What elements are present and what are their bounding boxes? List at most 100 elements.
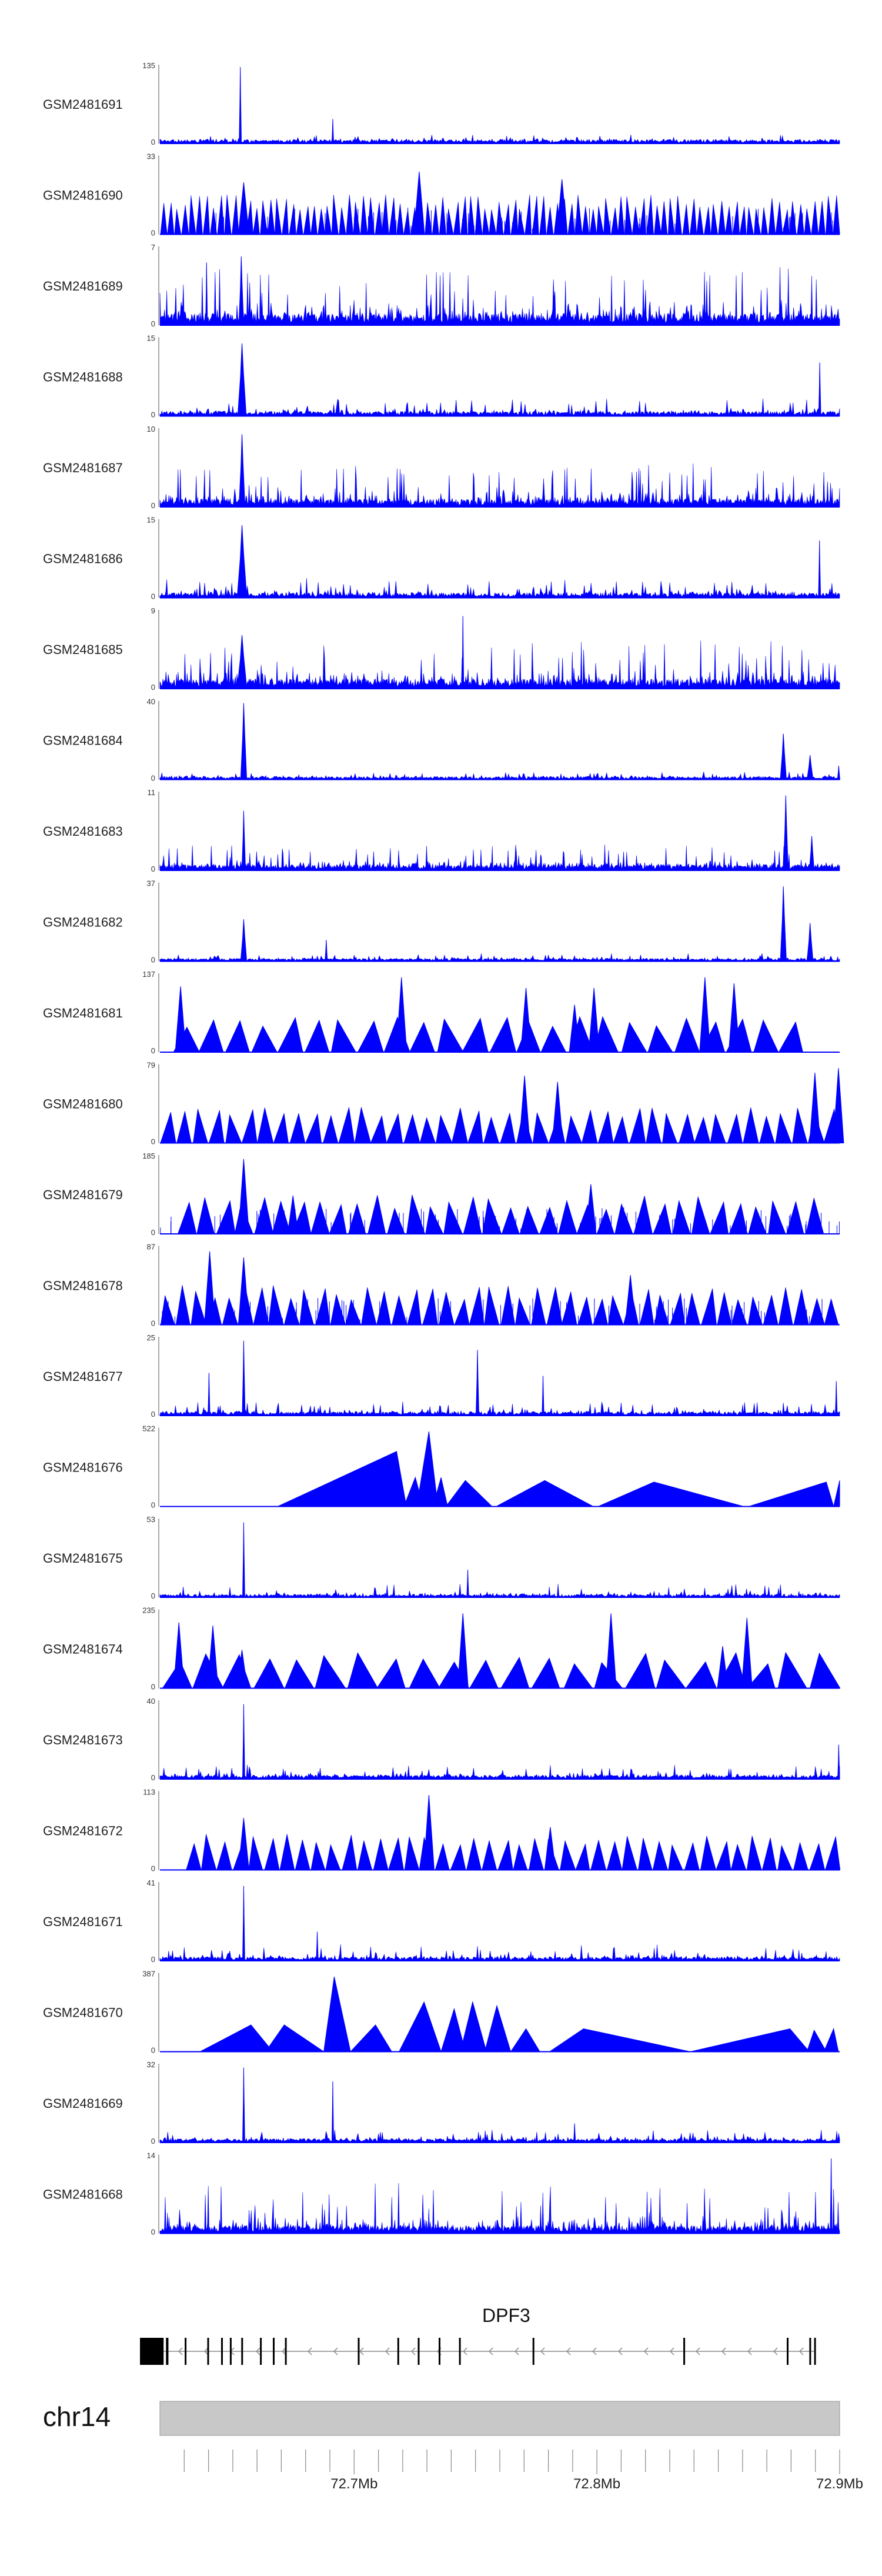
track-name: GSM2481669 — [43, 2096, 123, 2111]
coverage-triangle — [186, 1843, 202, 1870]
coverage-triangle — [217, 195, 225, 235]
y-max-tick-label: 53 — [147, 1515, 155, 1524]
coverage-triangle — [196, 196, 203, 235]
strand-arrow — [333, 2347, 338, 2355]
coverage-peak — [240, 703, 248, 780]
coverage-triangle — [529, 1838, 544, 1870]
coverage-triangle — [747, 1663, 776, 1689]
strand-arrow — [282, 2347, 286, 2355]
coverage-triangle — [739, 206, 747, 235]
track-name: GSM2481689 — [43, 279, 123, 293]
gene-exon — [532, 2338, 534, 2365]
coverage-triangle — [422, 1288, 438, 1325]
coverage-signal — [159, 953, 840, 962]
coverage-triangle — [691, 1196, 710, 1234]
coverage-triangle — [482, 1840, 497, 1870]
y-max-tick-label: 135 — [142, 61, 155, 70]
chromosome-label: chr14 — [43, 2401, 111, 2432]
strand-arrow — [514, 2347, 519, 2355]
coverage-triangle — [685, 1661, 717, 1689]
genome-axis: 72.7Mb 72.8Mb 72.9Mb — [183, 2450, 863, 2492]
gene-label: DPF3 — [482, 2305, 530, 2326]
coverage-triangle — [746, 1836, 762, 1870]
coverage-peak — [783, 795, 789, 871]
coverage-triangle — [613, 1116, 629, 1143]
coverage-triangle — [346, 195, 354, 235]
gene-utr-block — [140, 2338, 164, 2365]
gene-exon — [787, 2338, 789, 2365]
coverage-segment — [265, 2024, 325, 2052]
coverage-triangle — [597, 1111, 614, 1143]
y-min-tick-label: 0 — [151, 1773, 155, 1782]
strand-arrow — [721, 2347, 726, 2355]
coverage-signal — [159, 578, 840, 598]
strand-arrow — [566, 2347, 571, 2355]
coverage-triangle — [539, 196, 547, 235]
coverage-triangle — [501, 1207, 520, 1234]
coverage-triangle — [198, 1019, 224, 1053]
strand-arrow — [592, 2347, 597, 2355]
coverage-triangle — [193, 1109, 208, 1143]
coverage-triangle — [804, 208, 811, 235]
track-GSM2481682: GSM2481682 37 0 — [43, 879, 840, 965]
coverage-peak — [833, 1068, 844, 1143]
coverage-segment — [432, 1477, 448, 1507]
y-min-tick-label: 0 — [151, 229, 155, 238]
coverage-triangle — [593, 1016, 619, 1053]
coverage-triangle — [389, 197, 397, 235]
coverage-peak — [173, 1622, 185, 1689]
gene-exon — [207, 2338, 209, 2365]
y-max-tick-label: 41 — [147, 1878, 155, 1887]
gene-exon — [241, 2338, 243, 2365]
coverage-peak — [242, 1704, 245, 1780]
coverage-triangle — [289, 1113, 306, 1143]
coverage-triangle — [777, 1651, 807, 1689]
coverage-triangle — [775, 202, 783, 235]
coverage-triangle — [330, 1019, 356, 1053]
coverage-triangle — [624, 1653, 656, 1689]
coverage-triangle — [339, 207, 346, 235]
coverage-peak — [423, 1795, 435, 1870]
coverage-triangle — [575, 1843, 590, 1870]
coverage-triangle — [596, 1209, 615, 1234]
track-name: GSM2481688 — [43, 370, 123, 385]
coverage-triangle — [656, 1659, 686, 1689]
coverage-triangle — [381, 195, 389, 235]
coverage-triangle — [646, 195, 654, 235]
y-max-tick-label: 40 — [147, 698, 155, 706]
strand-arrow — [617, 2347, 623, 2355]
coverage-peak — [818, 540, 821, 598]
coverage-triangle — [730, 1844, 747, 1870]
coverage-triangle — [357, 1840, 373, 1870]
y-max-tick-label: 32 — [147, 2060, 155, 2069]
strand-arrow — [799, 2347, 804, 2355]
gene-exon — [397, 2338, 399, 2365]
coverage-triangle — [360, 196, 368, 235]
coverage-triangle — [403, 209, 411, 235]
track-name: GSM2481687 — [43, 461, 123, 475]
coverage-triangle — [672, 1200, 691, 1234]
coverage-triangle — [295, 1840, 310, 1870]
coverage-signal — [159, 845, 840, 871]
coverage-triangle — [435, 1843, 450, 1870]
gene-exon — [459, 2338, 461, 2365]
coverage-triangle — [558, 1199, 577, 1234]
coverage-triangle — [621, 1022, 647, 1053]
coverage-triangle — [463, 1196, 482, 1234]
coverage-peak — [835, 1381, 838, 1416]
coverage-segment — [548, 2028, 691, 2052]
gene-exon — [417, 2338, 420, 2365]
strand-arrow — [308, 2347, 312, 2355]
strand-arrow — [385, 2347, 390, 2355]
coverage-triangle — [342, 1835, 358, 1870]
coverage-peak — [520, 987, 532, 1053]
coverage-peak — [239, 66, 242, 144]
coverage-segment — [690, 2028, 810, 2052]
coverage-peak — [316, 1931, 319, 1961]
coverage-triangle — [704, 206, 711, 235]
strand-arrow — [747, 2347, 752, 2355]
coverage-triangle — [254, 1197, 274, 1234]
strand-arrow — [643, 2347, 649, 2355]
coverage-triangle — [368, 1195, 386, 1234]
